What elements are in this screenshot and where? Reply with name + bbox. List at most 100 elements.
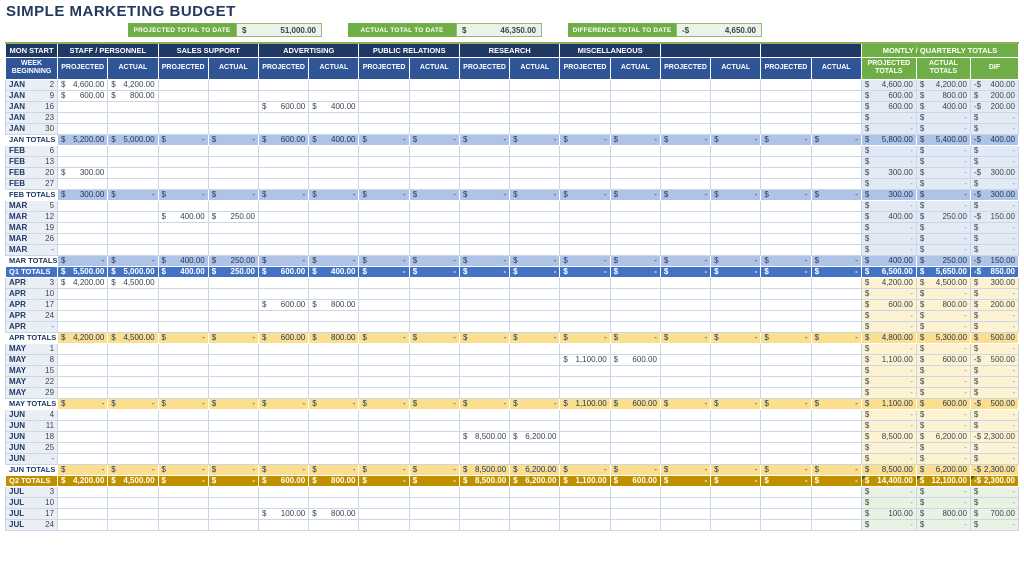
data-cell[interactable] — [710, 507, 762, 520]
data-cell[interactable] — [207, 419, 259, 432]
data-cell[interactable] — [107, 452, 159, 465]
row-label-cell[interactable]: APR 10 — [4, 287, 59, 300]
data-cell[interactable]: $ - — [458, 331, 511, 344]
actual-total-cell[interactable]: $ - — [915, 122, 971, 135]
data-cell[interactable] — [358, 210, 410, 223]
data-cell[interactable] — [458, 485, 511, 498]
data-cell[interactable] — [107, 419, 159, 432]
data-cell[interactable] — [358, 78, 410, 91]
data-cell[interactable] — [760, 100, 812, 113]
row-label-cell[interactable]: MAR TOTALS — [4, 254, 59, 267]
data-cell[interactable] — [408, 298, 460, 311]
data-cell[interactable] — [559, 430, 611, 443]
data-cell[interactable]: $ - — [408, 254, 460, 267]
row-label-cell[interactable]: APR 3 — [4, 276, 59, 289]
dif-cell[interactable]: $ - — [969, 419, 1020, 432]
data-cell[interactable]: $ - — [358, 463, 410, 476]
data-cell[interactable]: $ - — [509, 331, 561, 344]
data-cell[interactable] — [559, 452, 611, 465]
actual-total-cell[interactable]: $ - — [915, 386, 971, 399]
projected-total-cell[interactable]: $300.00 — [860, 166, 917, 179]
dif-cell[interactable]: $ - — [969, 177, 1020, 190]
projected-total-cell[interactable]: $4,800.00 — [860, 331, 917, 344]
data-cell[interactable] — [659, 496, 712, 509]
data-cell[interactable]: $8,500.00 — [458, 430, 511, 443]
row-label-cell[interactable]: FEB 20 — [4, 166, 59, 179]
row-label-cell[interactable]: APR - — [4, 320, 59, 333]
data-cell[interactable] — [57, 144, 109, 157]
projected-total-cell[interactable]: $600.00 — [860, 298, 917, 311]
data-cell[interactable] — [458, 78, 511, 91]
actual-total-cell[interactable]: $ - — [915, 485, 971, 498]
data-cell[interactable] — [760, 386, 812, 399]
data-cell[interactable]: $ - — [760, 331, 812, 344]
data-cell[interactable]: $250.00 — [207, 254, 259, 267]
data-cell[interactable] — [157, 342, 209, 355]
data-cell[interactable] — [207, 309, 259, 322]
data-cell[interactable] — [358, 496, 410, 509]
data-cell[interactable] — [559, 155, 611, 168]
dif-cell[interactable]: $ - — [969, 342, 1020, 355]
data-cell[interactable] — [408, 485, 460, 498]
data-cell[interactable] — [559, 309, 611, 322]
data-cell[interactable] — [57, 232, 109, 245]
data-cell[interactable] — [509, 507, 561, 520]
data-cell[interactable] — [57, 210, 109, 223]
data-cell[interactable] — [207, 298, 259, 311]
actual-total-cell[interactable]: $4,200.00 — [915, 78, 971, 91]
actual-total-cell[interactable]: $ - — [915, 364, 971, 377]
data-cell[interactable] — [609, 309, 661, 322]
data-cell[interactable] — [107, 144, 159, 157]
data-cell[interactable]: $250.00 — [207, 210, 259, 223]
data-cell[interactable]: $ - — [760, 463, 812, 476]
data-cell[interactable]: $ - — [710, 397, 762, 410]
data-cell[interactable]: $ - — [559, 254, 611, 267]
data-cell[interactable]: $ - — [609, 133, 661, 146]
data-cell[interactable] — [559, 298, 611, 311]
data-cell[interactable] — [358, 342, 410, 355]
data-cell[interactable] — [107, 507, 159, 520]
data-cell[interactable] — [157, 496, 209, 509]
data-cell[interactable] — [257, 419, 310, 432]
row-label-cell[interactable]: JAN TOTALS — [4, 133, 59, 146]
projected-total-cell[interactable]: $100.00 — [860, 507, 917, 520]
data-cell[interactable] — [408, 419, 460, 432]
data-cell[interactable]: $ - — [107, 254, 159, 267]
data-cell[interactable] — [458, 342, 511, 355]
data-cell[interactable] — [760, 353, 812, 366]
data-cell[interactable] — [207, 441, 259, 454]
data-cell[interactable] — [509, 166, 561, 179]
data-cell[interactable] — [257, 375, 310, 388]
data-cell[interactable] — [358, 122, 410, 135]
row-label-cell[interactable]: APR TOTALS — [4, 331, 59, 344]
data-cell[interactable] — [358, 221, 410, 234]
data-cell[interactable] — [308, 89, 360, 102]
data-cell[interactable] — [760, 408, 812, 421]
data-cell[interactable] — [609, 441, 661, 454]
data-cell[interactable] — [659, 507, 712, 520]
data-cell[interactable]: $ - — [157, 463, 209, 476]
data-cell[interactable] — [207, 144, 259, 157]
data-cell[interactable]: $4,200.00 — [107, 78, 159, 91]
data-cell[interactable] — [57, 507, 109, 520]
data-cell[interactable] — [760, 507, 812, 520]
data-cell[interactable] — [710, 155, 762, 168]
data-cell[interactable] — [57, 320, 109, 333]
data-cell[interactable] — [207, 232, 259, 245]
data-cell[interactable] — [710, 386, 762, 399]
data-cell[interactable] — [810, 419, 862, 432]
data-cell[interactable] — [710, 243, 762, 256]
data-cell[interactable] — [107, 155, 159, 168]
projected-total-cell[interactable]: $ - — [860, 441, 917, 454]
data-cell[interactable] — [458, 507, 511, 520]
dif-cell[interactable]: $ - — [969, 485, 1020, 498]
data-cell[interactable] — [257, 353, 310, 366]
data-cell[interactable] — [408, 342, 460, 355]
data-cell[interactable] — [308, 243, 360, 256]
data-cell[interactable] — [408, 518, 460, 531]
data-cell[interactable]: $ - — [157, 133, 209, 146]
data-cell[interactable] — [207, 100, 259, 113]
data-cell[interactable] — [760, 111, 812, 124]
projected-total-cell[interactable]: $ - — [860, 199, 917, 212]
dif-cell[interactable]: $ - — [969, 375, 1020, 388]
